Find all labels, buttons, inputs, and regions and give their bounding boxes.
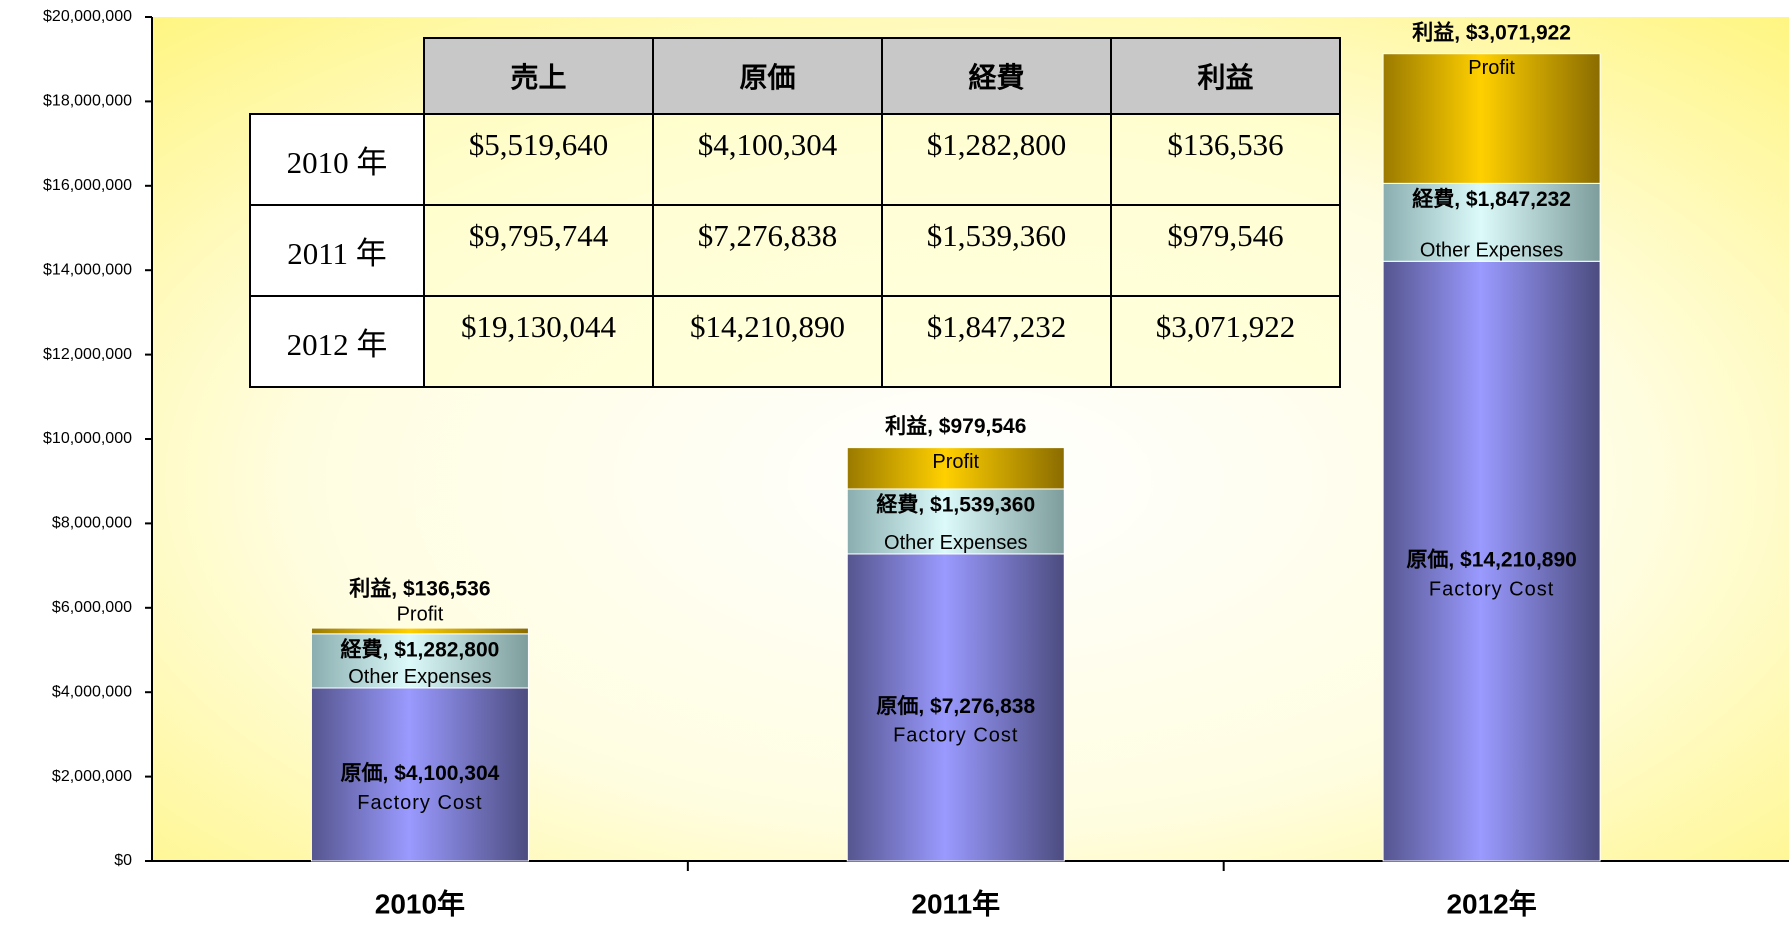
y-tick-label: $18,000,000 [43,93,132,110]
bar-segment [1382,53,1601,184]
table-cell: $5,519,640 [423,113,654,206]
table-corner [250,38,424,115]
bar-segment [846,447,1065,490]
y-tick-label: $6,000,000 [52,599,132,616]
table-header: 売上 原価 経費 利益 [250,37,1341,115]
bar-segment [1382,182,1601,262]
data-label: 原価, $7,276,838 [876,694,1035,718]
row-label: 2011 年 [249,204,425,297]
row-label: 2010 年 [249,113,425,206]
y-tick-label: $12,000,000 [43,346,132,363]
bar-segment [846,553,1065,862]
bar-segment [846,488,1065,555]
segment-name: Other Expenses [884,532,1027,554]
data-label: 利益, $979,546 [885,414,1026,438]
table-row: 2011 年 $9,795,744 $7,276,838 $1,539,360 … [249,204,1341,297]
column-header: 利益 [1110,37,1341,115]
segment-name: Profit [1468,57,1515,79]
column-header: 経費 [881,37,1112,115]
table-cell: $979,546 [1110,204,1341,297]
data-label: 原価, $4,100,304 [341,761,500,785]
data-label: 経費, $1,539,360 [876,493,1035,517]
column-header: 売上 [423,37,654,115]
segment-name: Factory Cost [1429,578,1554,600]
table-row: 2010 年 $5,519,640 $4,100,304 $1,282,800 … [249,113,1341,206]
bar-segment [310,627,529,635]
data-label: 利益, $136,536 [349,577,490,601]
table-cell: $136,536 [1110,113,1341,206]
y-tick-label: $0 [114,852,132,869]
bar-segment [1382,260,1601,862]
data-label: 原価, $14,210,890 [1406,548,1576,572]
segment-name: Factory Cost [893,725,1018,747]
y-tick-label: $10,000,000 [43,430,132,447]
y-tick-label: $16,000,000 [43,177,132,194]
data-label: 利益, $3,071,922 [1412,20,1571,44]
data-table: 売上 原価 経費 利益 2010 年 $5,519,640 $4,100,304… [249,37,1341,388]
x-tick-label: 2010年 [375,887,465,919]
segment-name: Other Expenses [1420,240,1563,262]
y-tick-label: $14,000,000 [43,261,132,278]
data-label: 経費, $1,282,800 [341,637,500,661]
table-cell: $4,100,304 [652,113,883,206]
table-cell: $1,282,800 [881,113,1112,206]
table-row: 2012 年 $19,130,044 $14,210,890 $1,847,23… [249,295,1341,388]
y-tick-label: $20,000,000 [43,8,132,25]
segment-name: Factory Cost [357,792,482,814]
column-header: 原価 [652,37,883,115]
table-cell: $9,795,744 [423,204,654,297]
segment-name: Other Expenses [348,666,491,688]
x-tick-label: 2012年 [1446,887,1536,919]
table-cell: $3,071,922 [1110,295,1341,388]
table-cell: $14,210,890 [652,295,883,388]
segment-name: Profit [397,603,444,625]
y-tick-label: $8,000,000 [52,515,132,532]
table-cell: $19,130,044 [423,295,654,388]
bar-segment [310,633,529,689]
row-label: 2012 年 [249,295,425,388]
data-label: 経費, $1,847,232 [1412,187,1571,211]
x-tick-label: 2011年 [911,887,1000,919]
y-tick-label: $2,000,000 [52,768,132,785]
table-cell: $1,847,232 [881,295,1112,388]
bar-segment [310,687,529,862]
segment-name: Profit [932,451,979,473]
y-tick-label: $4,000,000 [52,683,132,700]
table-cell: $1,539,360 [881,204,1112,297]
table-cell: $7,276,838 [652,204,883,297]
